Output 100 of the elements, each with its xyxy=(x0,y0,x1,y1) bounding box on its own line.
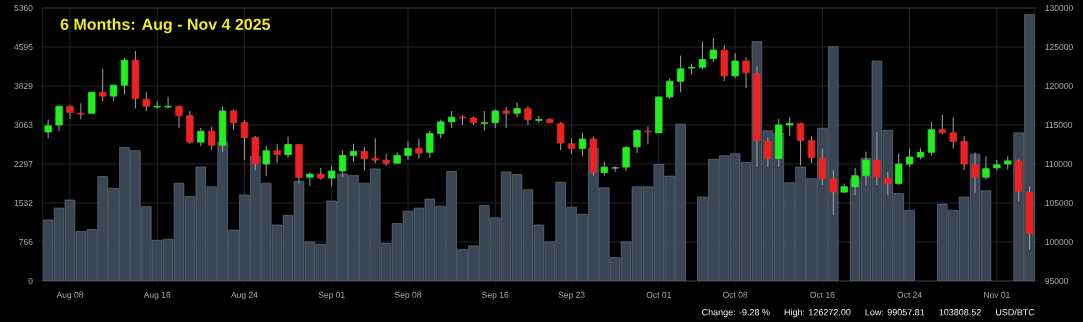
candlestick xyxy=(807,135,816,164)
x-tick-label: Aug 24 xyxy=(230,291,258,300)
candlestick xyxy=(66,105,74,120)
candlestick xyxy=(186,110,194,145)
candlestick xyxy=(131,50,140,110)
candlestick xyxy=(349,143,358,163)
candlestick xyxy=(927,121,936,156)
candlestick xyxy=(469,115,478,126)
bar xyxy=(359,182,370,281)
candlestick xyxy=(153,101,161,110)
candlestick xyxy=(884,171,892,196)
candlestick xyxy=(317,167,325,181)
y-tick-label: 766 xyxy=(19,238,33,245)
bar xyxy=(370,168,381,281)
candlestick xyxy=(229,108,238,131)
y2-tick-label: 125000 xyxy=(1045,44,1073,50)
candlestick xyxy=(273,143,281,163)
bar xyxy=(795,166,806,281)
candlestick xyxy=(328,165,336,188)
x-tick-label: Oct 16 xyxy=(810,291,835,298)
candlestick xyxy=(851,167,859,196)
bar xyxy=(119,147,130,281)
candlestick xyxy=(1014,158,1023,202)
candlestick xyxy=(480,110,489,131)
bar xyxy=(130,150,141,281)
candlestick xyxy=(633,128,641,154)
candlestick xyxy=(567,137,576,155)
candlestick xyxy=(502,106,510,129)
bar xyxy=(446,171,457,281)
candlestick xyxy=(764,136,772,168)
bar xyxy=(479,205,490,281)
candlestick xyxy=(578,132,587,157)
y2-tick-label: 105000 xyxy=(1045,200,1073,206)
candlestick xyxy=(742,56,750,89)
candlestick xyxy=(55,105,63,132)
bar xyxy=(871,60,883,281)
candlestick xyxy=(197,127,205,147)
y-tick-label: 4595 xyxy=(14,43,33,50)
bar xyxy=(664,175,675,281)
y2-tick-label: 120000 xyxy=(1045,83,1073,89)
y-tick-label: 3063 xyxy=(14,121,33,128)
y-tick-label: 1532 xyxy=(14,199,33,206)
y-tick-label: 0 xyxy=(28,278,33,284)
candlestick xyxy=(240,119,249,161)
candlestick xyxy=(829,169,837,216)
candlestick xyxy=(77,102,85,121)
candlestick xyxy=(982,155,990,181)
candlestick xyxy=(731,52,739,79)
text: 6 Months: Aug - Nov 4 2025 xyxy=(60,18,271,34)
text: Low: 99057.81 xyxy=(865,309,925,316)
x-tick-label: Aug 16 xyxy=(143,291,171,300)
candlestick xyxy=(666,77,674,100)
candlestick xyxy=(785,116,794,137)
bar xyxy=(675,123,686,281)
candlestick xyxy=(862,151,870,187)
candlestick xyxy=(284,136,292,159)
text: 103808.52 xyxy=(939,309,981,316)
y2-tick-label: 110000 xyxy=(1045,161,1073,167)
y2-tick-label: 95000 xyxy=(1045,278,1069,284)
candlestick xyxy=(513,101,521,118)
candlestick xyxy=(611,165,619,173)
candlestick xyxy=(524,105,532,126)
candlestick xyxy=(491,108,499,129)
candlestick xyxy=(142,91,150,112)
bar xyxy=(141,206,152,281)
y-tick-label: 3829 xyxy=(14,82,33,89)
candlestick xyxy=(175,105,183,129)
candlestick xyxy=(88,91,96,114)
candlestick xyxy=(698,41,707,71)
candlestick xyxy=(796,123,805,167)
candlestick xyxy=(589,136,598,177)
candlestick xyxy=(960,135,968,171)
text: Change: -9.28 % xyxy=(702,308,770,318)
x-tick-label: Sep 23 xyxy=(558,291,585,300)
candlestick xyxy=(1025,186,1034,251)
y2-tick-label: 100000 xyxy=(1045,239,1073,245)
x-tick-label: Oct 08 xyxy=(723,291,748,298)
text: USD/BTC xyxy=(995,308,1035,316)
y-tick-label: 2297 xyxy=(14,161,33,168)
x-tick-label: Aug 08 xyxy=(56,291,84,300)
bar xyxy=(708,158,719,281)
candlestick xyxy=(687,62,696,75)
candlestick xyxy=(840,183,848,193)
candlestick xyxy=(949,116,957,149)
bar xyxy=(806,178,817,281)
x-tick-label: Oct 01 xyxy=(646,291,671,298)
candlestick xyxy=(458,114,467,126)
candlestick xyxy=(655,96,663,134)
candlestick xyxy=(262,145,270,177)
bar xyxy=(206,186,217,281)
bar xyxy=(97,176,108,281)
bar xyxy=(599,187,610,281)
bar xyxy=(261,182,272,281)
candlestick xyxy=(916,147,925,160)
x-tick-label: Sep 01 xyxy=(318,291,345,300)
candlestick xyxy=(676,55,685,93)
candlestick xyxy=(905,147,914,168)
candlestick xyxy=(382,153,390,167)
y2-tick-label: 130000 xyxy=(1045,5,1073,11)
y-tick-label: 5360 xyxy=(14,5,33,12)
